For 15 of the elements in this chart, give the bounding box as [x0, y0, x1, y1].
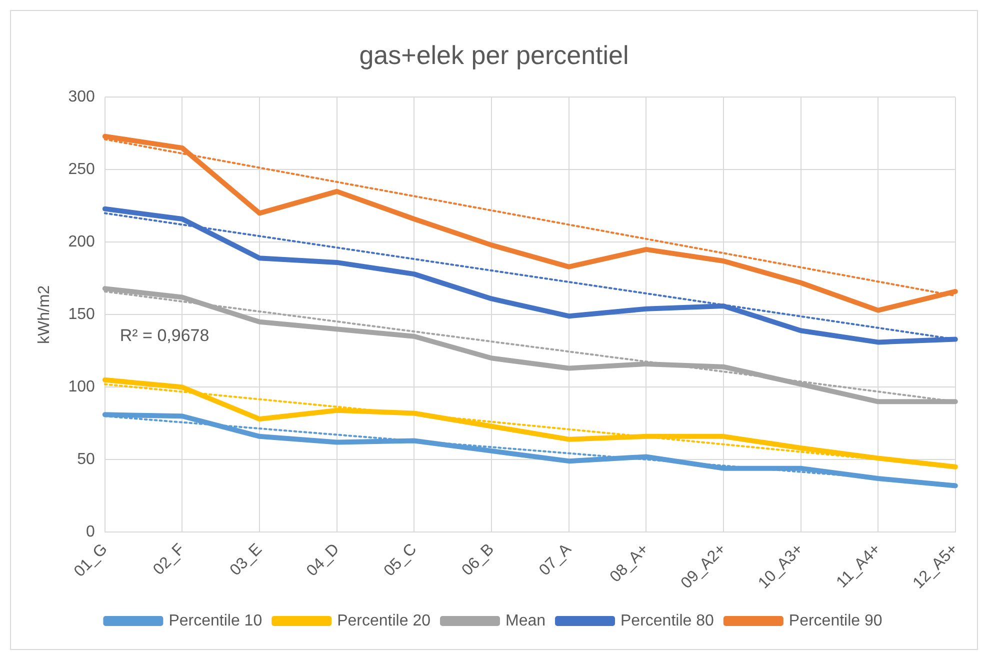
legend-label: Percentile 80 [620, 612, 714, 630]
y-tick-label: 250 [68, 161, 95, 178]
legend-label: Percentile 20 [337, 612, 431, 630]
y-axis-title: kWh/m2 [36, 285, 54, 344]
legend-label: Mean [505, 612, 546, 630]
chart-title: gas+elek per percentiel [359, 40, 629, 70]
y-tick-label: 200 [68, 234, 95, 251]
y-tick-label: 300 [68, 88, 95, 106]
y-tick-label: 100 [68, 378, 95, 396]
y-tick-label: 50 [77, 451, 95, 468]
y-tick-label: 0 [86, 524, 95, 541]
y-tick-label: 150 [68, 306, 95, 324]
annotation: R² = 0,9678 [120, 326, 210, 346]
legend-label: Percentile 90 [788, 612, 882, 630]
legend-label: Percentile 10 [168, 612, 262, 630]
